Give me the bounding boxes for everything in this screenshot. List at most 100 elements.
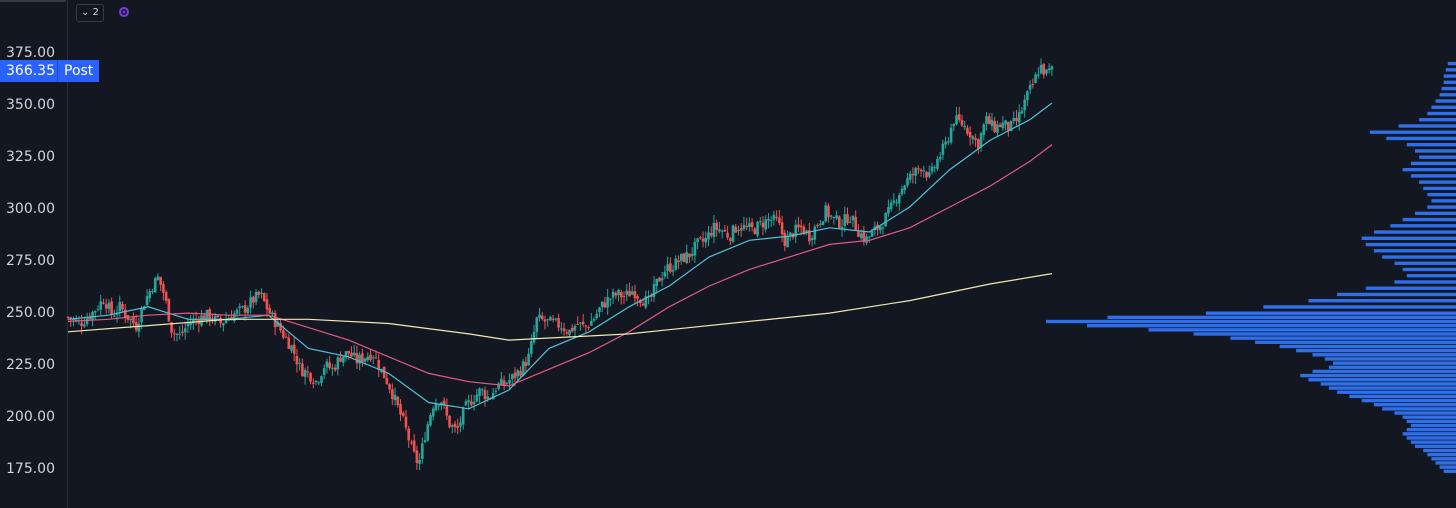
candle-body	[581, 321, 585, 325]
candle-body	[1004, 120, 1007, 125]
candle-body	[1012, 118, 1016, 121]
volume-profile-bar	[1296, 348, 1456, 353]
volume-profile-bar	[1320, 382, 1456, 386]
candle-body	[172, 333, 176, 335]
candle-body	[570, 327, 574, 332]
volume-profile-bar	[1386, 136, 1456, 141]
candle-body	[99, 301, 103, 310]
y-tick-label: 300.00	[6, 201, 55, 217]
candle-body	[352, 352, 356, 356]
volume-profile-bar	[1410, 174, 1456, 178]
candle-body	[677, 260, 680, 263]
candle-body	[219, 317, 222, 324]
volume-profile-bar	[1419, 180, 1456, 184]
candle-body	[257, 291, 261, 295]
candle-body	[543, 319, 547, 322]
last-price-value: 366.35	[0, 60, 57, 82]
volume-profile-bar	[1300, 373, 1456, 378]
candle-body	[666, 264, 669, 271]
candle-body	[156, 276, 160, 280]
candle-body	[262, 293, 266, 301]
candle-body	[276, 321, 280, 327]
candle-body	[840, 226, 844, 229]
volume-profile-bar	[1423, 448, 1456, 453]
candle-body	[966, 127, 969, 134]
candle-body	[701, 238, 705, 242]
candle-body	[521, 361, 525, 376]
volume-profile-bar	[1402, 167, 1456, 172]
volume-profile-bar	[1423, 186, 1456, 191]
collapse-badge[interactable]: ⌄ 2	[76, 4, 104, 22]
candle-body	[955, 115, 958, 125]
candle-body	[85, 318, 89, 325]
candle-body	[944, 141, 947, 145]
candle-body	[252, 296, 255, 303]
candle-body	[892, 200, 896, 203]
candle-body	[246, 308, 250, 314]
volume-profile-bar	[1333, 361, 1456, 365]
candle-body	[540, 315, 544, 320]
candle-body	[513, 372, 517, 379]
volume-profile-bar	[1390, 224, 1456, 228]
candle-body	[671, 269, 675, 272]
volume-profile-bar	[1312, 369, 1456, 374]
candle-body	[783, 232, 787, 246]
volume-profile-bar	[1431, 105, 1456, 109]
y-tick-label: 275.00	[6, 253, 55, 269]
candle-body	[301, 363, 304, 377]
candle-body	[265, 299, 269, 310]
candle-body	[906, 178, 909, 186]
sync-icon[interactable]	[118, 6, 130, 18]
candle-body	[167, 299, 171, 322]
candle-body	[808, 230, 811, 242]
candle-body	[816, 224, 819, 226]
volume-profile-bar	[1447, 61, 1456, 66]
volume-profile-bar	[1402, 432, 1456, 436]
candle-body	[102, 302, 105, 304]
candle-body	[216, 315, 220, 317]
candle-body	[878, 226, 882, 231]
candle-body	[241, 306, 244, 308]
volume-profile-bar	[1419, 155, 1456, 159]
candle-body	[712, 222, 716, 237]
candle-body	[685, 252, 688, 263]
candle-body	[279, 323, 282, 331]
volume-profile-bar	[1308, 299, 1456, 303]
candle-body	[592, 318, 596, 321]
candle-body	[900, 188, 904, 195]
moving-average-line	[67, 273, 1053, 341]
volume-profile-bar	[1439, 465, 1456, 469]
candle-body	[104, 304, 108, 309]
candle-body	[617, 289, 620, 296]
candle-body	[682, 253, 686, 262]
candle-body	[734, 226, 738, 233]
volume-profile-bar	[1435, 461, 1456, 465]
candle-body	[377, 359, 381, 370]
candle-body	[818, 223, 822, 225]
y-tick-label: 175.00	[6, 461, 55, 477]
volume-profile-bar	[1441, 86, 1456, 91]
candle-body	[693, 241, 697, 256]
candle-body	[1036, 74, 1040, 76]
volume-profile-bar	[1410, 423, 1456, 428]
candle-body	[835, 215, 838, 219]
candle-body	[369, 354, 372, 360]
candle-body	[1015, 117, 1018, 122]
volume-profile-bar	[1427, 111, 1456, 116]
candle-body	[170, 322, 173, 333]
volume-profile-bar	[1427, 452, 1456, 457]
candle-body	[530, 341, 533, 354]
candle-body	[1028, 85, 1032, 90]
candle-body	[636, 296, 639, 299]
candle-body	[829, 215, 833, 217]
candle-body	[827, 205, 830, 218]
candle-body	[720, 230, 724, 232]
candle-body	[426, 424, 430, 441]
candle-body	[1026, 91, 1029, 101]
candle-body	[919, 169, 923, 172]
candle-body	[606, 297, 609, 308]
candle-body	[868, 236, 871, 238]
candle-body	[788, 232, 792, 236]
candle-body	[622, 296, 626, 298]
